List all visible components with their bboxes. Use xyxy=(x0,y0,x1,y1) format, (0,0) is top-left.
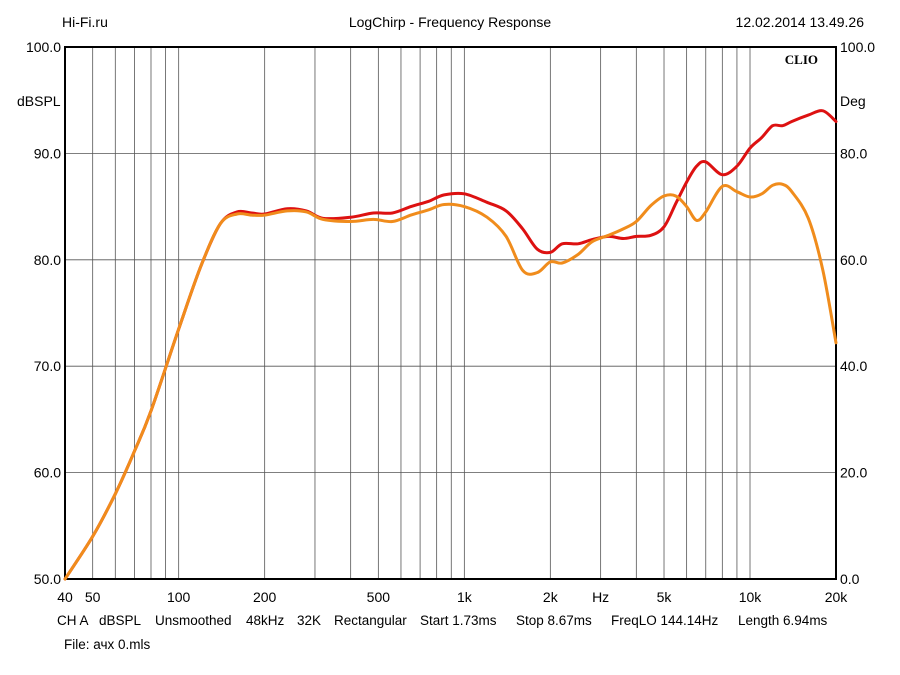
x-tick-label: 200 xyxy=(253,589,277,605)
y-axis-label: dBSPL xyxy=(17,93,61,109)
x-tick-label: 40 xyxy=(57,589,73,605)
y-tick-label: 60.0 xyxy=(34,465,61,481)
y-tick-label: 90.0 xyxy=(34,145,61,161)
footer-start: Start 1.73ms xyxy=(420,613,497,628)
y2-tick-label: 60.0 xyxy=(840,252,867,268)
y-tick-label: 50.0 xyxy=(34,571,61,587)
footer-stop: Stop 8.67ms xyxy=(516,613,592,628)
x-tick-label: 1k xyxy=(457,589,473,605)
clio-brand-label: CLIO xyxy=(785,52,818,67)
plot-frame xyxy=(64,46,837,580)
footer-unit: dBSPL xyxy=(99,613,142,628)
x-tick-label: 10k xyxy=(739,589,763,605)
y-tick-label: 80.0 xyxy=(34,252,61,268)
header-datetime: 12.02.2014 13.49.26 xyxy=(735,14,864,30)
y-tick-label: 100.0 xyxy=(26,39,61,55)
y2-tick-label: 0.0 xyxy=(840,571,860,587)
x-tick-label: 50 xyxy=(85,589,101,605)
footer-length: Length 6.94ms xyxy=(738,613,828,628)
y2-tick-label: 80.0 xyxy=(840,145,867,161)
x-tick-label: 100 xyxy=(167,589,191,605)
y-tick-label: 70.0 xyxy=(34,358,61,374)
series-line-1 xyxy=(63,109,838,581)
y2-tick-label: 40.0 xyxy=(840,358,867,374)
footer-file: File: ачх 0.mls xyxy=(64,637,151,652)
x-tick-label: 20k xyxy=(825,589,849,605)
y2-tick-label: 20.0 xyxy=(840,465,867,481)
footer-samplerate: 48kHz xyxy=(246,613,285,628)
footer-channel: CH A xyxy=(57,613,89,628)
header-title: LogChirp - Frequency Response xyxy=(348,14,552,30)
x-tick-label: Hz xyxy=(592,589,609,605)
footer-smoothing: Unsmoothed xyxy=(155,613,232,628)
x-tick-label: 5k xyxy=(657,589,673,605)
y2-axis-label: Deg xyxy=(840,93,866,109)
series-line-2 xyxy=(63,182,838,581)
footer-freqlo: FreqLO 144.14Hz xyxy=(611,613,719,628)
header-site: Hi-Fi.ru xyxy=(62,14,108,30)
x-tick-label: 500 xyxy=(367,589,391,605)
x-tick-label: 2k xyxy=(543,589,559,605)
footer-size: 32K xyxy=(297,613,322,628)
y2-tick-label: 100.0 xyxy=(840,39,875,55)
footer-window: Rectangular xyxy=(334,613,407,628)
